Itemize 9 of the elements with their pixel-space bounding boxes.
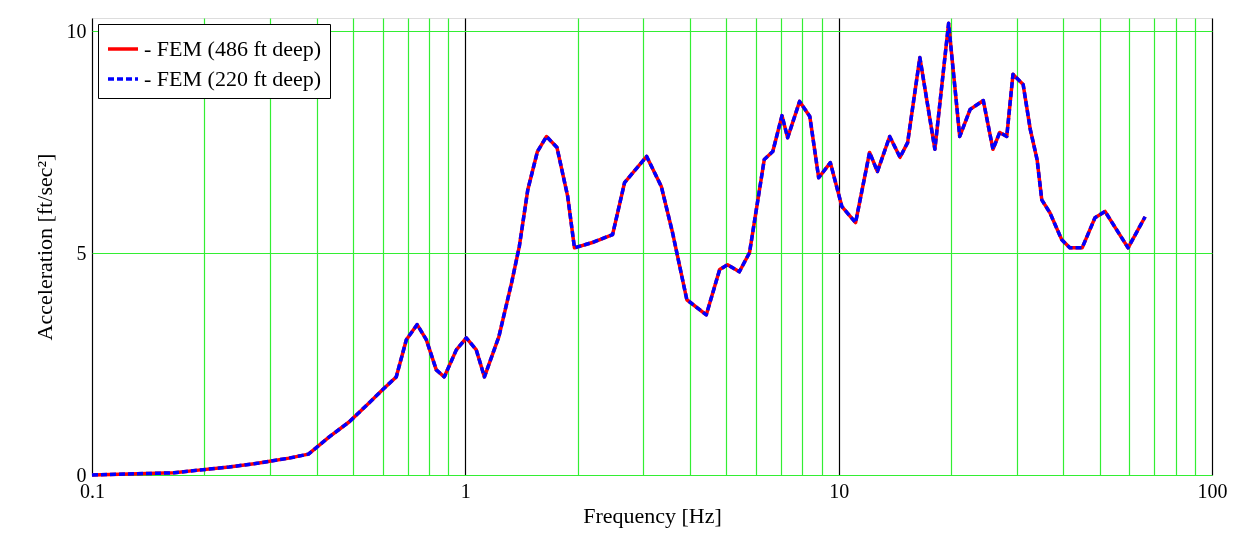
x-tick-label: 100 [1197,479,1228,502]
x-axis-title: Frequency [Hz] [583,502,722,528]
y-axis-title: Acceleration [ft/sec²] [31,153,57,341]
legend-label: - FEM (486 ft deep) [144,36,322,61]
y-tick-label: 5 [76,241,87,264]
x-tick-label: 10 [829,479,850,502]
x-tick-label: 1 [460,479,471,502]
legend-label: - FEM (220 ft deep) [144,66,322,91]
y-tick-label: 10 [66,19,87,42]
